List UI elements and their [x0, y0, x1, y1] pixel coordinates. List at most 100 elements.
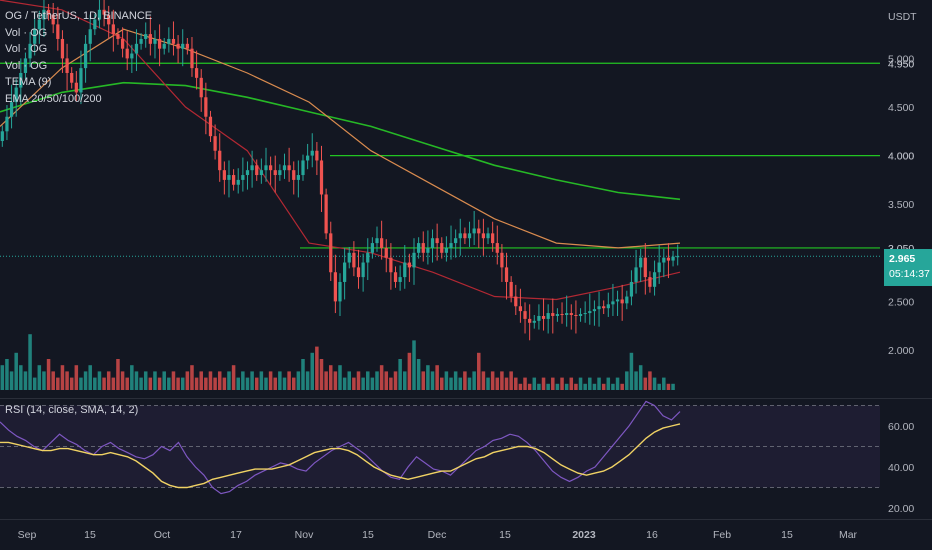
- candle-body: [264, 165, 268, 171]
- volume-bar: [74, 365, 79, 390]
- volume-bar: [273, 377, 277, 390]
- rsi-tick-label: 20.00: [888, 503, 914, 515]
- indicator-ema[interactable]: EMA 20/50/100/200: [5, 92, 102, 105]
- volume-bar: [236, 377, 240, 390]
- volume-bar: [532, 377, 537, 390]
- volume-bar: [342, 377, 347, 390]
- candle-body: [486, 233, 490, 239]
- candle-body: [162, 43, 166, 49]
- candle-body: [528, 318, 532, 323]
- volume-bar: [430, 371, 435, 390]
- volume-bar: [352, 377, 356, 390]
- candle-body: [65, 58, 69, 73]
- candle-body: [42, 9, 46, 20]
- rsi-line[interactable]: [0, 400, 681, 495]
- volume-bar: [315, 346, 319, 390]
- volume-bar: [666, 383, 671, 390]
- rsi-sma-line[interactable]: [0, 423, 681, 489]
- volume-bar: [28, 334, 32, 390]
- volume-bar: [301, 359, 305, 390]
- time-tick-label: Nov: [295, 529, 314, 541]
- rsi-band-background: [0, 405, 880, 488]
- rsi-legend[interactable]: RSI (14, close, SMA, 14, 2): [5, 404, 139, 416]
- candle-body: [398, 277, 402, 282]
- volume-bar: [139, 377, 143, 390]
- indicator-tema[interactable]: TEMA (9): [5, 76, 52, 88]
- candle-body: [569, 313, 573, 316]
- ema-200-line[interactable]: [0, 81, 681, 201]
- candle-body: [662, 257, 666, 263]
- volume-bar: [130, 365, 134, 390]
- volume-bar: [638, 365, 643, 390]
- volume-bar: [14, 352, 18, 390]
- volume-bar: [46, 359, 51, 390]
- volume-bar: [9, 371, 14, 390]
- indicator-volume-1[interactable]: Vol · OG: [5, 26, 48, 39]
- candle-body: [370, 243, 374, 253]
- volume-bar: [564, 383, 569, 390]
- candle-body: [176, 43, 180, 49]
- volume-bar: [398, 359, 402, 390]
- candle-body: [565, 313, 569, 316]
- candle-body: [551, 313, 555, 316]
- candle-body: [639, 257, 643, 268]
- rsi-pane: 60.00 40.00 20.00: [0, 398, 932, 515]
- candle-body: [116, 34, 120, 39]
- candle-body: [606, 304, 610, 309]
- price-tick-label: 3.500: [888, 199, 914, 211]
- candle-body: [500, 252, 504, 268]
- candle-body: [421, 243, 425, 253]
- candle-body: [107, 14, 111, 25]
- volume-bar: [569, 377, 574, 390]
- candle-body: [592, 309, 597, 312]
- candle-body: [555, 314, 560, 316]
- candle-body: [343, 262, 347, 282]
- candle-body: [287, 165, 291, 171]
- candle-body: [231, 175, 236, 185]
- candle-body: [597, 306, 601, 310]
- volume-bar: [157, 377, 162, 390]
- time-tick-label: Oct: [154, 529, 170, 541]
- volume-bar: [407, 352, 412, 390]
- candle-body: [389, 257, 393, 273]
- volume-bar: [60, 365, 65, 390]
- volume-bar: [305, 371, 310, 390]
- candle-body: [144, 34, 148, 39]
- volume-bar: [143, 371, 148, 390]
- volume-bar: [541, 377, 546, 390]
- volume-bar: [162, 371, 166, 390]
- indicator-volume-3[interactable]: Vol · OG: [5, 59, 48, 72]
- volume-bar: [190, 365, 194, 390]
- volume-bar: [375, 371, 379, 390]
- candle-body: [93, 19, 97, 30]
- price-tick-label: 4.000: [888, 151, 914, 163]
- volume-bar: [403, 371, 407, 390]
- time-tick-label: 2023: [572, 529, 596, 541]
- volume-bar: [185, 371, 190, 390]
- price-pane-background: [0, 0, 880, 398]
- candle-body: [472, 228, 476, 234]
- volume-bar: [356, 371, 361, 390]
- chart-legend: OG / TetherUS, 1D, BINANCE Vol · OG Vol …: [5, 8, 152, 107]
- volume-bar: [83, 371, 88, 390]
- candle-body: [282, 165, 287, 171]
- symbol-title[interactable]: OG / TetherUS, 1D, BINANCE: [5, 10, 153, 22]
- candle-body: [83, 43, 88, 69]
- candle-body: [356, 267, 361, 278]
- candle-body: [537, 315, 541, 321]
- volume-bar: [291, 377, 296, 390]
- volume-bar: [370, 377, 375, 390]
- volume-bar: [287, 371, 291, 390]
- candle-body: [46, 9, 51, 15]
- candle-body: [296, 175, 300, 180]
- candle-body: [407, 262, 412, 268]
- volume-bar: [657, 383, 661, 390]
- candle-body: [347, 252, 351, 263]
- time-tick-label: Mar: [839, 529, 858, 541]
- indicator-volume-2[interactable]: Vol · OG: [5, 43, 48, 55]
- candle-body: [417, 243, 421, 253]
- volume-bar: [361, 377, 365, 390]
- volume-bar: [217, 371, 222, 390]
- candle-body: [514, 296, 518, 307]
